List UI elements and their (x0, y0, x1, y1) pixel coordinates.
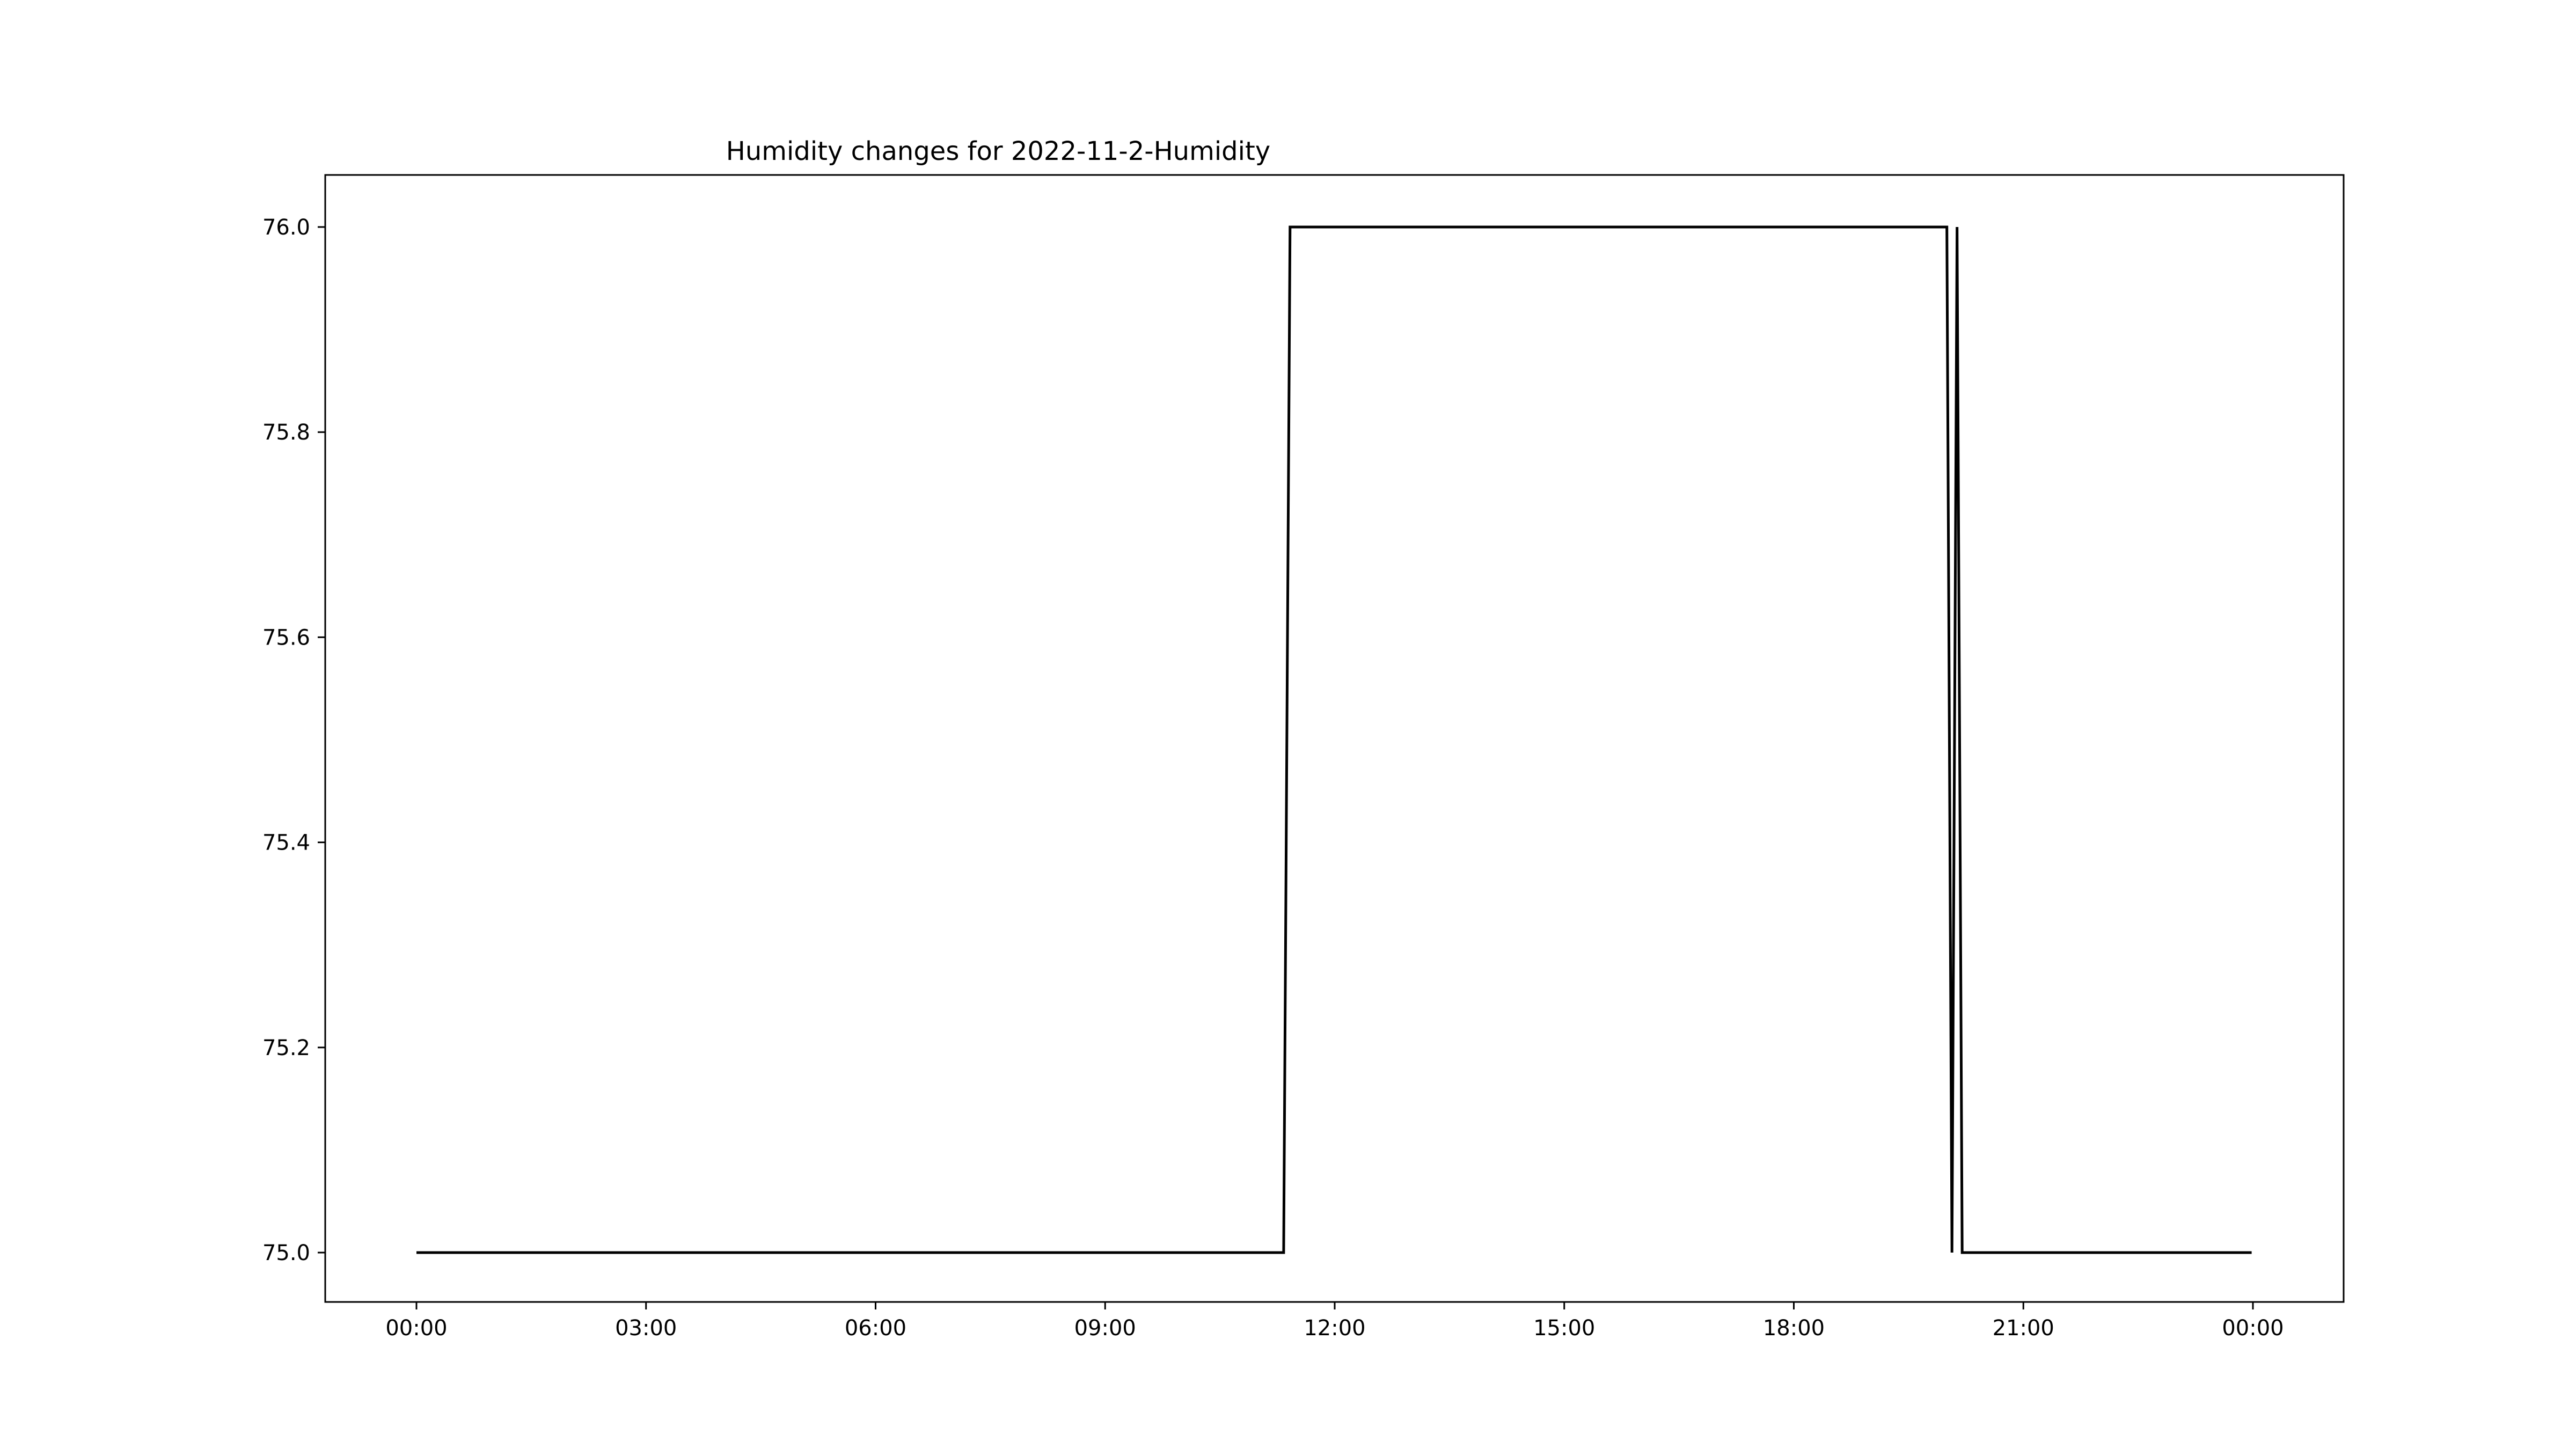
x-tick-label: 18:00 (1763, 1316, 1825, 1341)
x-tick-label: 09:00 (1074, 1316, 1136, 1341)
x-tick-label: 15:00 (1533, 1316, 1595, 1341)
x-axis: 00:00 03:00 06:00 09:00 12:00 15:00 18:00 21:00… (385, 1302, 2284, 1341)
x-tick-label: 03:00 (615, 1316, 677, 1341)
x-tick-label: 06:00 (845, 1316, 906, 1341)
series-layer (416, 225, 2252, 1254)
plot-area-frame (324, 174, 2345, 1303)
x-tick-label: 00:00 (385, 1316, 447, 1341)
x-tick-label: 21:00 (1993, 1316, 2054, 1341)
y-axis: 75.0 75.2 75.4 75.6 75.8 76.0 (262, 215, 325, 1265)
x-tick-label: 00:00 (2222, 1316, 2284, 1341)
x-tick-label: 12:00 (1304, 1316, 1365, 1341)
series-line (416, 225, 2252, 1254)
y-tick-label: 75.6 (262, 625, 310, 650)
y-tick-label: 75.4 (262, 831, 310, 855)
chart-title: Humidity changes for 2022-11-2-Humidity (726, 136, 1270, 166)
y-tick-label: 75.8 (262, 420, 310, 445)
y-tick-label: 76.0 (262, 215, 310, 240)
y-tick-label: 75.0 (262, 1241, 310, 1265)
y-tick-label: 75.2 (262, 1036, 310, 1060)
